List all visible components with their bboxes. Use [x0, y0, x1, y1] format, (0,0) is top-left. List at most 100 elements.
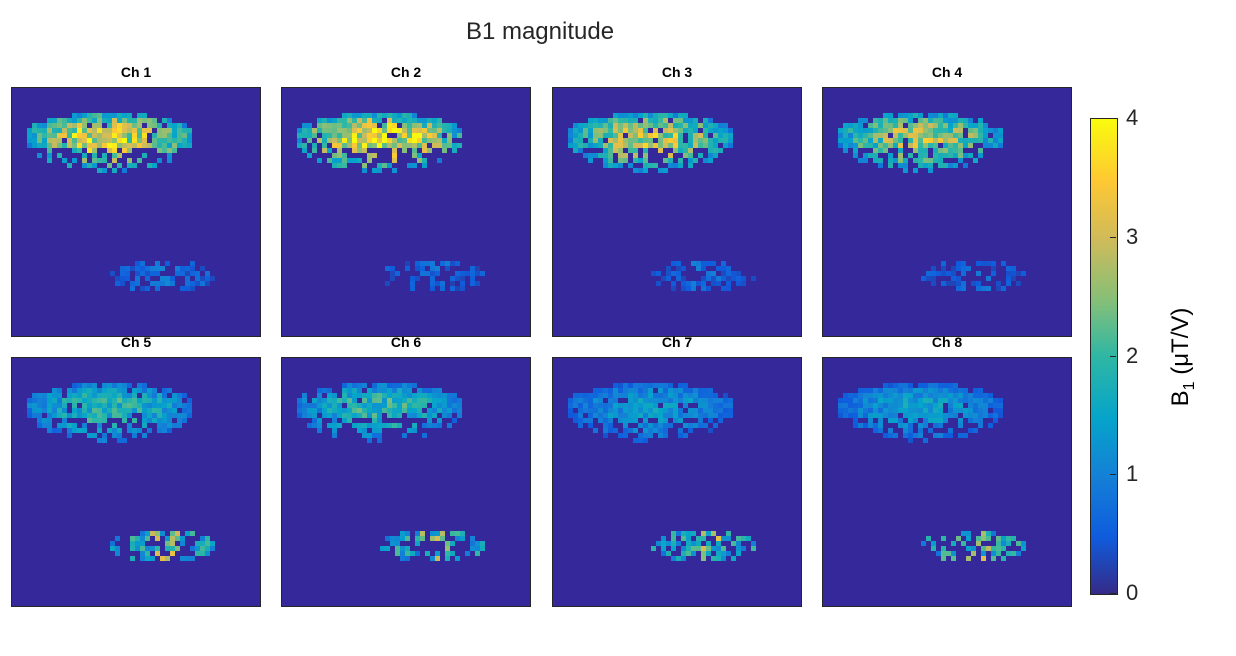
heatmap-cell — [127, 118, 132, 123]
heatmap-cell — [918, 423, 923, 428]
heatmap-cell — [613, 413, 618, 418]
heatmap-cell — [52, 123, 57, 128]
heatmap-cell — [683, 423, 688, 428]
heatmap-cell — [465, 551, 470, 556]
heatmap-cell — [703, 123, 708, 128]
heatmap-cell — [77, 408, 82, 413]
heatmap-cell — [182, 138, 187, 143]
heatmap-cell — [953, 148, 958, 153]
heatmap-cell — [898, 393, 903, 398]
heatmap-cell — [653, 118, 658, 123]
heatmap-cell — [983, 403, 988, 408]
heatmap-cell — [953, 413, 958, 418]
heatmap-cell — [162, 423, 167, 428]
heatmap-cell — [873, 118, 878, 123]
heatmap-cell — [623, 393, 628, 398]
heatmap-cell — [633, 398, 638, 403]
heatmap-cell — [140, 551, 145, 556]
heatmap-cell — [938, 128, 943, 133]
heatmap-cell — [578, 128, 583, 133]
heatmap-cell — [913, 113, 918, 118]
heatmap-cell — [122, 118, 127, 123]
heatmap-image — [297, 383, 485, 561]
heatmap-cell — [385, 281, 390, 286]
heatmap-cell — [187, 133, 192, 138]
panel-title: Ch 1 — [120, 64, 152, 80]
heatmap-cell — [377, 133, 382, 138]
heatmap-cell — [332, 163, 337, 168]
heatmap-cell — [347, 123, 352, 128]
heatmap-cell — [943, 123, 948, 128]
heatmap-cell — [37, 423, 42, 428]
heatmap-cell — [112, 113, 117, 118]
heatmap-cell — [157, 143, 162, 148]
heatmap-cell — [447, 123, 452, 128]
heatmap-cell — [412, 383, 417, 388]
heatmap-cell — [372, 428, 377, 433]
heatmap-cell — [437, 423, 442, 428]
heatmap-cell — [112, 383, 117, 388]
heatmap-cell — [663, 433, 668, 438]
heatmap-cell — [628, 403, 633, 408]
heatmap-cell — [988, 143, 993, 148]
heatmap-cell — [933, 408, 938, 413]
heatmap-cell — [430, 281, 435, 286]
heatmap-cell — [968, 153, 973, 158]
heatmap-cell — [698, 418, 703, 423]
heatmap-cell — [1006, 266, 1011, 271]
heatmap-cell — [172, 403, 177, 408]
heatmap-cell — [125, 271, 130, 276]
heatmap-cell — [180, 536, 185, 541]
heatmap-cell — [342, 153, 347, 158]
heatmap-cell — [152, 143, 157, 148]
heatmap-cell — [668, 153, 673, 158]
heatmap-cell — [362, 383, 367, 388]
heatmap-cell — [167, 428, 172, 433]
heatmap-cell — [112, 153, 117, 158]
heatmap-cell — [457, 403, 462, 408]
heatmap-cell — [708, 418, 713, 423]
heatmap-cell — [362, 403, 367, 408]
heatmap-cell — [656, 541, 661, 546]
heatmap-cell — [688, 388, 693, 393]
heatmap-cell — [112, 428, 117, 433]
heatmap-image — [568, 113, 756, 291]
heatmap-cell — [410, 551, 415, 556]
heatmap-cell — [938, 113, 943, 118]
heatmap-cell — [968, 403, 973, 408]
heatmap-cell — [387, 403, 392, 408]
heatmap-cell — [152, 393, 157, 398]
heatmap-cell — [583, 123, 588, 128]
heatmap-cell — [656, 281, 661, 286]
heatmap-cell — [317, 423, 322, 428]
heatmap-cell — [588, 403, 593, 408]
heatmap-cell — [352, 128, 357, 133]
heatmap-cell — [966, 531, 971, 536]
heatmap-cell — [167, 388, 172, 393]
heatmap-cell — [848, 143, 853, 148]
heatmap-cell — [648, 113, 653, 118]
heatmap-cell — [986, 536, 991, 541]
heatmap-cell — [648, 383, 653, 388]
heatmap-cell — [888, 383, 893, 388]
heatmap-cell — [883, 398, 888, 403]
heatmap-cell — [913, 433, 918, 438]
heatmap-cell — [332, 418, 337, 423]
heatmap-cell — [145, 551, 150, 556]
heatmap-cell — [578, 148, 583, 153]
heatmap-cell — [367, 138, 372, 143]
heatmap-cell — [402, 388, 407, 393]
heatmap-cell — [27, 398, 32, 403]
heatmap-cell — [693, 408, 698, 413]
heatmap-cell — [62, 418, 67, 423]
heatmap-cell — [908, 438, 913, 443]
heatmap-cell — [978, 118, 983, 123]
heatmap-cell — [701, 551, 706, 556]
heatmap-cell — [991, 531, 996, 536]
heatmap-cell — [633, 138, 638, 143]
heatmap-cell — [72, 113, 77, 118]
heatmap-cell — [968, 408, 973, 413]
heatmap-cell — [723, 393, 728, 398]
heatmap-cell — [721, 276, 726, 281]
heatmap-cell — [357, 393, 362, 398]
